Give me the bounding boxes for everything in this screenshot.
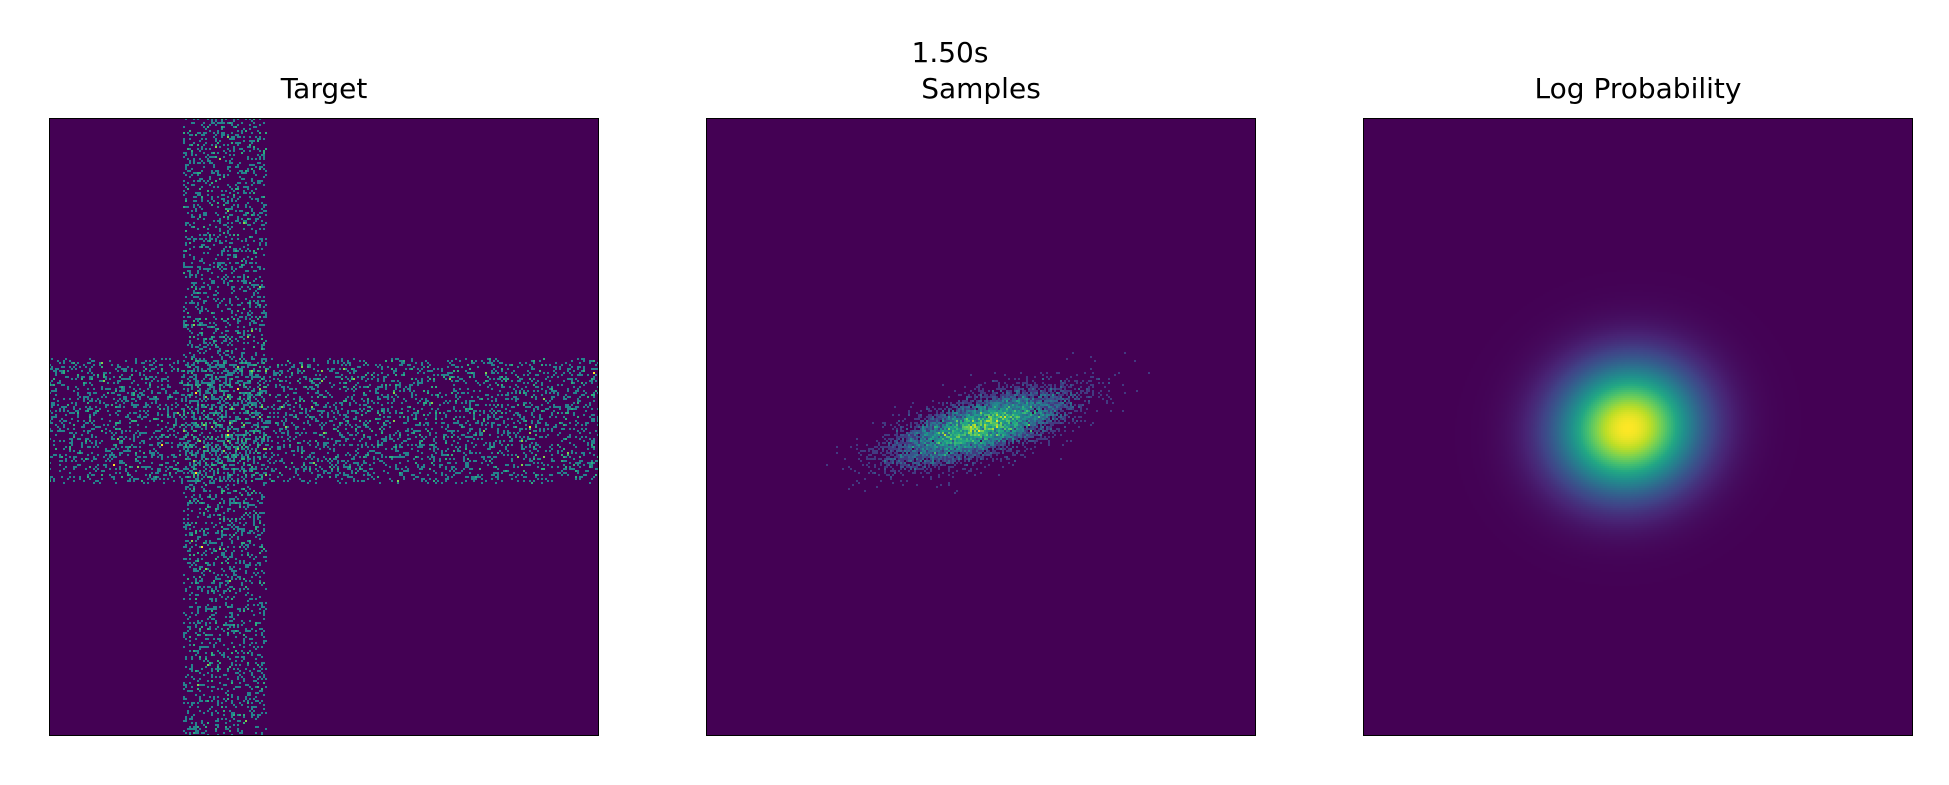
panel-title-target: Target xyxy=(280,72,368,105)
figure-suptitle: 1.50s xyxy=(911,36,989,69)
heatmap-log-probability xyxy=(1363,118,1913,736)
panel-title-log-probability: Log Probability xyxy=(1534,72,1742,105)
panel-log-probability: Log Probability xyxy=(1363,72,1913,736)
heatmap-target xyxy=(49,118,599,736)
panel-samples: Samples xyxy=(706,72,1256,736)
panel-title-samples: Samples xyxy=(921,72,1041,105)
heatmap-samples xyxy=(706,118,1256,736)
panel-target: Target xyxy=(49,72,599,736)
